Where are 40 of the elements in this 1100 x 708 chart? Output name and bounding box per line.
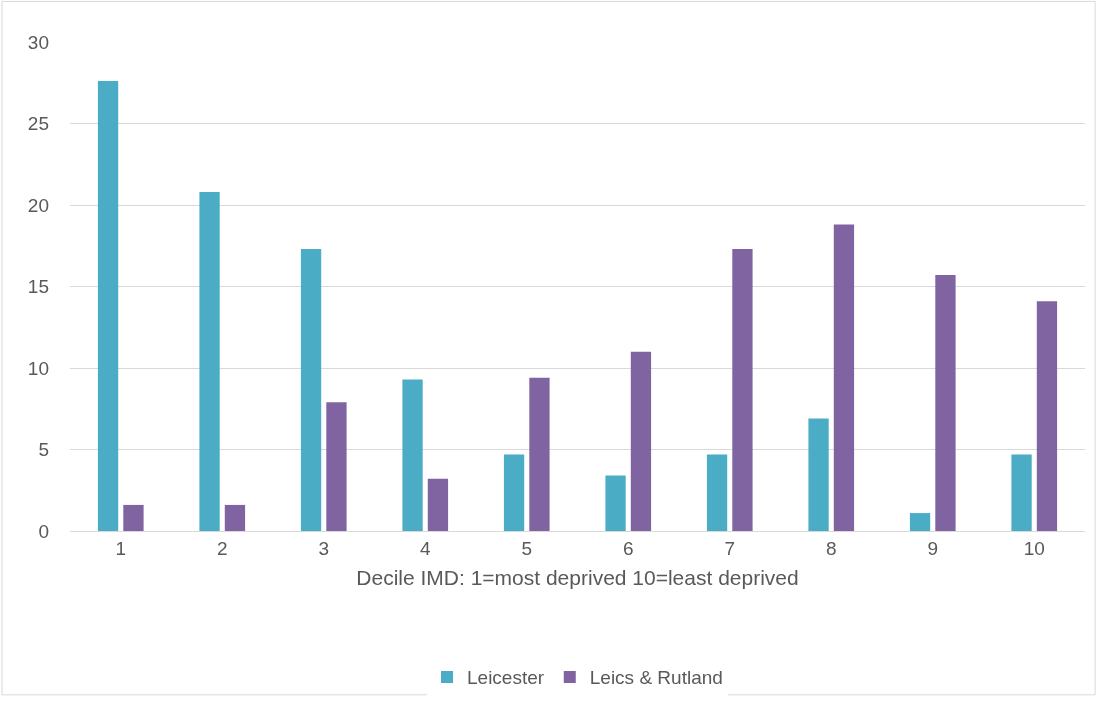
x-axis-title: Decile IMD: 1=most deprived 10=least deprived <box>356 566 799 589</box>
x-tick-label: 3 <box>318 537 330 559</box>
bar <box>1011 454 1032 531</box>
x-tick-label: 4 <box>419 537 431 559</box>
legend-label: Leicester <box>467 667 545 689</box>
bar <box>503 454 525 531</box>
x-tick-label: 8 <box>825 537 837 559</box>
bar <box>808 418 829 531</box>
bar <box>199 191 220 531</box>
y-tick-label: 0 <box>38 520 49 542</box>
y-tick-label: 5 <box>38 439 49 461</box>
bar <box>630 351 652 531</box>
x-tick-label: 5 <box>521 537 533 559</box>
y-tick-label: 20 <box>27 194 49 216</box>
bar <box>402 379 423 531</box>
y-tick-label: 10 <box>27 357 49 379</box>
x-tick-label: 10 <box>1023 537 1045 559</box>
bar <box>326 402 347 531</box>
bar <box>97 81 119 531</box>
x-tick-label: 2 <box>216 537 228 559</box>
bar <box>706 454 728 531</box>
y-tick-label: 25 <box>27 113 49 135</box>
bar <box>529 377 550 531</box>
bar <box>935 275 956 531</box>
bar <box>224 504 246 531</box>
bar <box>427 478 449 531</box>
x-tick-label: 9 <box>927 537 939 559</box>
bar <box>123 504 144 531</box>
bar <box>909 513 931 531</box>
bar <box>732 249 753 531</box>
bar <box>605 475 626 531</box>
y-tick-label: 15 <box>27 276 49 298</box>
x-tick-label: 6 <box>622 537 634 559</box>
bar <box>1036 301 1058 531</box>
y-tick-label: 30 <box>27 31 49 53</box>
bar <box>833 224 855 531</box>
legend-label: Leics & Rutland <box>589 667 723 689</box>
x-tick-label: 1 <box>115 537 127 559</box>
x-tick-label: 7 <box>724 537 736 559</box>
bar <box>300 249 322 531</box>
